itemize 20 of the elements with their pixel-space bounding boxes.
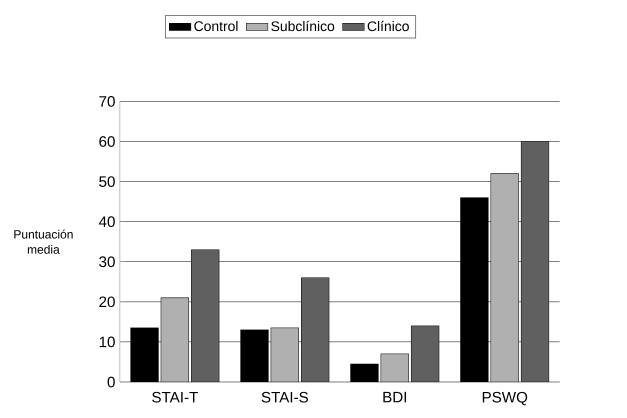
- x-tick-label: STAI-S: [262, 392, 308, 403]
- y-tick-label: 0: [108, 376, 115, 388]
- x-tick-label: STAI-T: [152, 392, 198, 403]
- y-tick-label: 10: [100, 336, 115, 348]
- legend-label: Clínico: [368, 20, 409, 32]
- bar: [380, 354, 409, 382]
- bar: [490, 173, 519, 382]
- bar: [270, 328, 299, 382]
- y-axis-title: Puntuación media: [14, 230, 73, 254]
- y-tick-label: 30: [99, 256, 115, 268]
- x-tick-label: BDI: [383, 392, 406, 402]
- x-tick-label: PSWQ: [482, 392, 528, 406]
- y-tick-label: 50: [99, 176, 115, 187]
- y-tick-label: 70: [99, 96, 115, 107]
- legend-label: Control: [194, 20, 238, 32]
- legend-label: Subclínico: [271, 20, 334, 32]
- y-tick-label: 20: [99, 296, 115, 308]
- y-tick-label: 60: [99, 136, 115, 147]
- y-tick-label: 40: [98, 216, 115, 228]
- bar: [160, 298, 190, 382]
